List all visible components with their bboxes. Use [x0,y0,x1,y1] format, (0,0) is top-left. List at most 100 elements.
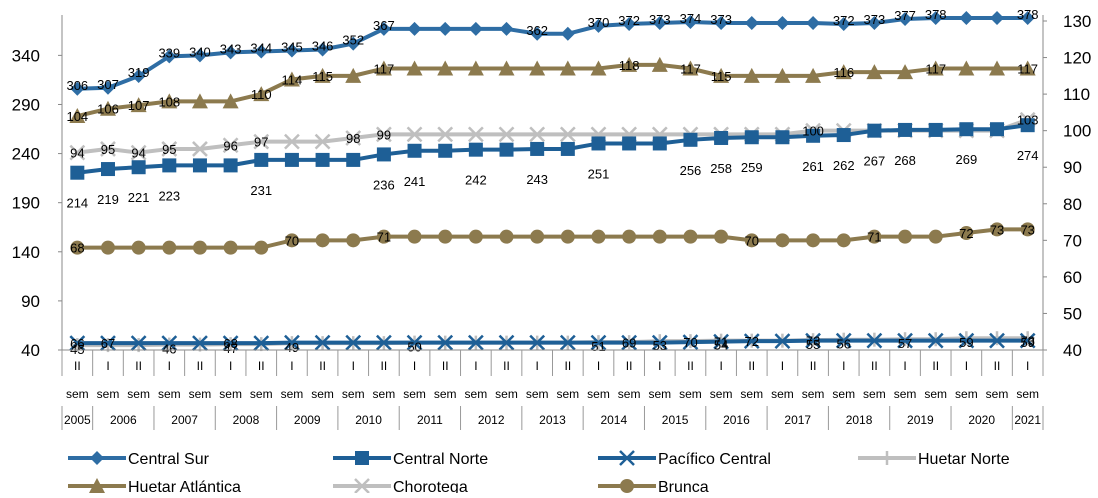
data-point [989,332,1005,349]
x-year-label: 2016 [723,413,750,427]
x-year-label: 2005 [64,413,91,427]
data-label: 256 [680,163,702,178]
data-point [222,93,239,109]
x-sem-label: sem [1016,387,1039,401]
data-label: 219 [97,192,119,207]
x-year-label: 2017 [784,413,811,427]
data-point [714,229,729,244]
data-label: 214 [66,196,88,211]
legend-item: Pacífico Central [598,450,771,468]
data-point [591,229,606,244]
data-point [345,130,362,146]
data-point [100,80,115,95]
data-label: 59 [959,335,973,350]
x-sem-label: sem [955,387,978,401]
data-label: 223 [158,188,180,203]
data-point [315,233,330,248]
x-half-label: II [503,359,510,373]
data-label: 66 [70,336,84,351]
left-tick-label: 340 [12,46,40,65]
x-half-label: I [290,359,293,373]
data-label: 352 [342,33,364,48]
data-label: 104 [66,109,88,124]
data-label: 67 [101,336,115,351]
data-point-stroke [437,334,454,351]
data-point-stroke [406,334,423,351]
data-point-stroke [314,334,331,351]
data-point [468,229,483,244]
data-label: 110 [251,87,272,102]
data-point-stroke [161,335,178,352]
x-half-label: I [658,359,661,373]
data-label: 343 [220,41,242,56]
data-point [130,335,147,352]
data-label: 46 [162,342,176,357]
data-point-stroke [529,126,546,143]
data-point [590,334,607,351]
data-point [559,126,576,143]
data-point-stroke [222,335,239,352]
x-sem-label: sem [281,387,304,401]
data-label: 378 [925,7,947,22]
x-half-label: II [135,359,142,373]
data-point [559,60,576,76]
data-point [744,233,759,248]
data-point [100,240,115,255]
left-tick-label: 90 [21,292,40,311]
data-point [130,144,147,161]
series-line [77,227,1028,250]
data-point [591,18,606,33]
data-point [162,158,177,173]
data-label: 258 [710,161,732,176]
x-year-label: 2021 [1014,413,1041,427]
data-point [254,44,269,59]
x-half-label: II [381,359,388,373]
data-label: 319 [128,65,150,80]
data-point-stroke [437,126,454,143]
x-sem-label: sem [802,387,825,401]
x-half-label: I [474,359,477,373]
data-point [927,60,944,76]
data-point [100,162,115,177]
data-point-stroke [253,133,270,150]
data-label: 106 [97,102,119,117]
data-point [69,335,86,352]
data-point [346,152,361,167]
data-point [990,122,1005,137]
data-point-stroke [69,335,86,352]
data-point-stroke [69,144,86,161]
data-point-stroke [376,126,392,143]
x-half-label: I [352,359,355,373]
data-point-stroke [529,334,546,351]
x-sem-label: sem [863,387,886,401]
data-label: 269 [956,152,978,167]
data-label: 372 [833,13,855,28]
data-point-stroke [406,126,423,143]
data-point [836,233,851,248]
x-sem-label: sem [556,387,579,401]
data-point [437,126,454,143]
data-label: 54 [714,338,728,353]
data-label: 118 [619,58,640,73]
data-point [438,229,453,244]
legend-label: Pacífico Central [658,451,771,468]
data-point [651,334,668,351]
data-point-stroke [927,332,944,349]
data-point [959,122,974,137]
data-point [406,126,423,143]
data-point [100,141,116,157]
data-point [805,67,822,83]
x-half-label: I [536,359,539,373]
data-point [898,12,913,27]
data-point [897,64,914,80]
data-label: 346 [312,38,334,53]
x-half-label: II [442,359,449,373]
data-point [835,64,852,80]
data-label: 57 [898,336,912,351]
data-label: 221 [128,190,150,205]
x-sem-label: sem [127,387,150,401]
legend-item: Central Norte [333,451,488,468]
data-point [376,21,391,36]
data-point [898,229,913,244]
data-point [880,451,894,465]
